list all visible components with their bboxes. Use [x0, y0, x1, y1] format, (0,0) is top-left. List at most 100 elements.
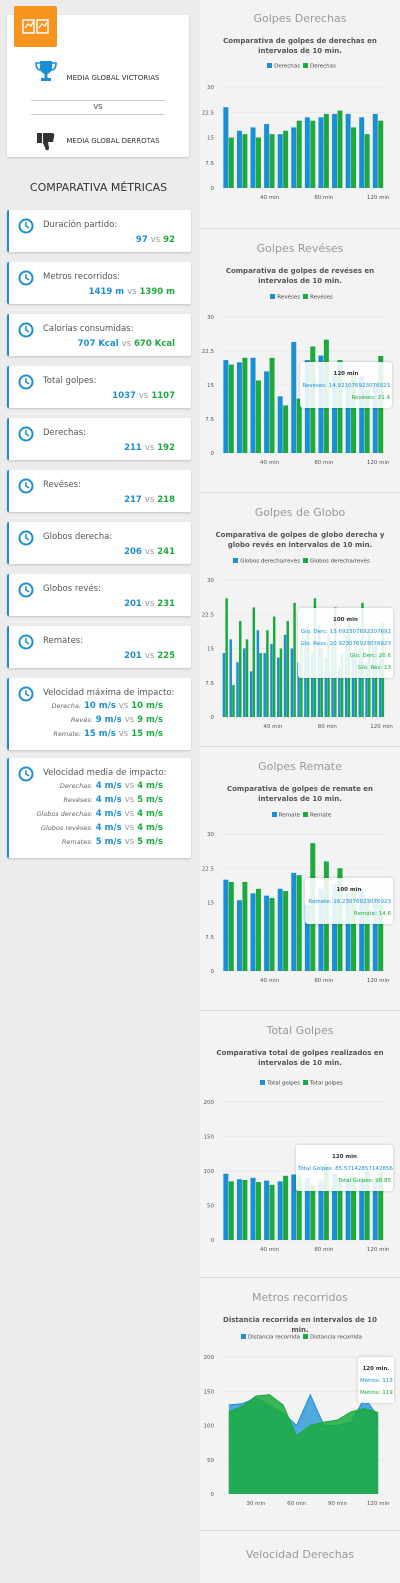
y-tick-label: 200 — [204, 1355, 215, 1361]
legend: Derechas Derechas — [200, 63, 400, 70]
bar — [372, 385, 378, 453]
row-label: Revés: — [70, 716, 93, 724]
x-tick-label: 120 min — [370, 724, 393, 730]
bar — [223, 360, 229, 453]
bar — [332, 113, 338, 188]
tooltip-line: Glo. Derc: 13.692307692307692 — [300, 629, 391, 635]
bar — [264, 1180, 270, 1240]
legend-label: Revéses — [310, 294, 333, 301]
value-b: 5 m/s — [137, 795, 163, 805]
bar — [225, 598, 228, 717]
bar — [332, 884, 338, 971]
bar — [320, 648, 323, 717]
y-tick-label: 30 — [207, 578, 214, 584]
x-tick-label: 40 min — [260, 978, 280, 984]
tooltip-title: 100 min — [336, 887, 362, 893]
legend-label: Distancia recorrida — [310, 1334, 363, 1341]
metric-icon — [18, 766, 34, 782]
vs-text: vs — [150, 235, 161, 245]
y-tick-label: 0 — [211, 1238, 215, 1244]
speed-row: Globos revéses: 4 m/s vs 4 m/s — [41, 823, 163, 833]
bar — [364, 389, 370, 453]
legend-swatch — [270, 294, 276, 299]
bar — [250, 357, 256, 453]
bar — [297, 662, 300, 717]
speed-row: Revéses: 4 m/s vs 5 m/s — [63, 795, 163, 805]
bar — [351, 127, 357, 188]
bar — [364, 897, 370, 971]
bar — [255, 1182, 261, 1240]
metric-label: Derechas: — [43, 428, 86, 438]
y-tick-label: 15 — [207, 901, 214, 907]
vs-text: vs — [124, 809, 135, 819]
metric-values: 206 vs 241 — [124, 547, 175, 557]
value-a: 4 m/s — [95, 781, 122, 791]
bar — [250, 1177, 256, 1240]
y-tick-label: 7.5 — [205, 161, 214, 167]
metric-label: Metros recorridos: — [43, 272, 121, 282]
bar — [378, 904, 384, 971]
speed-card: Velocidad máxima de impacto: Derecha: 10 … — [7, 678, 191, 750]
vs-text: vs — [144, 495, 155, 505]
bar — [277, 657, 280, 717]
legend-swatch — [303, 558, 308, 563]
bar — [283, 405, 289, 453]
legend-label: Remate — [278, 812, 300, 819]
bar — [279, 648, 283, 717]
value-a: 4 m/s — [95, 795, 122, 805]
bar — [310, 1184, 316, 1240]
bar — [337, 110, 343, 188]
y-tick-label: 150 — [204, 1389, 215, 1395]
bar — [304, 117, 310, 188]
value-b: 1107 — [151, 391, 175, 401]
bar — [269, 897, 275, 971]
legend-label: Remate — [310, 812, 332, 819]
tooltip-line: Revéses: 21.4 — [351, 395, 390, 401]
value-b: 241 — [157, 547, 175, 557]
speed-card: Velocidad media de impacto: Derechas: 4 m… — [7, 758, 191, 858]
value-b: 192 — [157, 443, 175, 453]
bar — [277, 888, 283, 971]
speed-row: Globos derechas: 4 m/s vs 4 m/s — [36, 809, 163, 819]
value-b: 5 m/s — [137, 837, 163, 847]
y-tick-label: 22.5 — [202, 110, 215, 116]
bar — [296, 398, 302, 453]
bar — [378, 120, 384, 188]
tooltip-line: Remate: 16.23076923076923 — [308, 899, 391, 905]
bar — [296, 875, 302, 971]
bar — [228, 1181, 234, 1240]
tooltip-line: Revéses: 14.923076923076923 — [302, 383, 390, 389]
speed-row: Revés: 9 m/s vs 9 m/s — [71, 715, 163, 725]
bar — [351, 888, 357, 971]
metric-label: Globos derecha: — [43, 532, 113, 542]
bar — [332, 1173, 338, 1240]
bar — [236, 662, 239, 717]
metric-card: Revéses: 217 vs 218 — [7, 470, 191, 512]
app-icon[interactable] — [14, 6, 57, 47]
metric-values: 201 vs 231 — [124, 599, 175, 609]
legend-swatch — [303, 63, 308, 68]
metric-label: Calorías consumidas: — [43, 324, 134, 334]
x-tick-label: 90 min — [328, 1501, 348, 1507]
bar — [229, 639, 232, 717]
bar — [351, 373, 357, 453]
bar — [277, 1181, 283, 1240]
bar — [359, 1179, 365, 1240]
legend: Globos derecha/revés Globos derecha/revés — [200, 558, 400, 565]
y-tick-label: 100 — [204, 1424, 215, 1430]
area — [228, 1394, 379, 1494]
value-b: 9 m/s — [137, 715, 163, 725]
bar — [283, 634, 287, 717]
value-a: 97 — [135, 235, 148, 245]
bar — [378, 654, 382, 717]
bar — [263, 653, 266, 717]
legend-swatch — [233, 558, 239, 563]
y-tick-label: 200 — [204, 1100, 215, 1106]
legend-label: Total golpes — [310, 1080, 343, 1087]
row-label: Globos derechas: — [36, 810, 93, 818]
bar — [264, 895, 270, 971]
row-label: Derechas: — [59, 782, 93, 790]
bar — [250, 893, 256, 971]
bar — [269, 134, 275, 188]
